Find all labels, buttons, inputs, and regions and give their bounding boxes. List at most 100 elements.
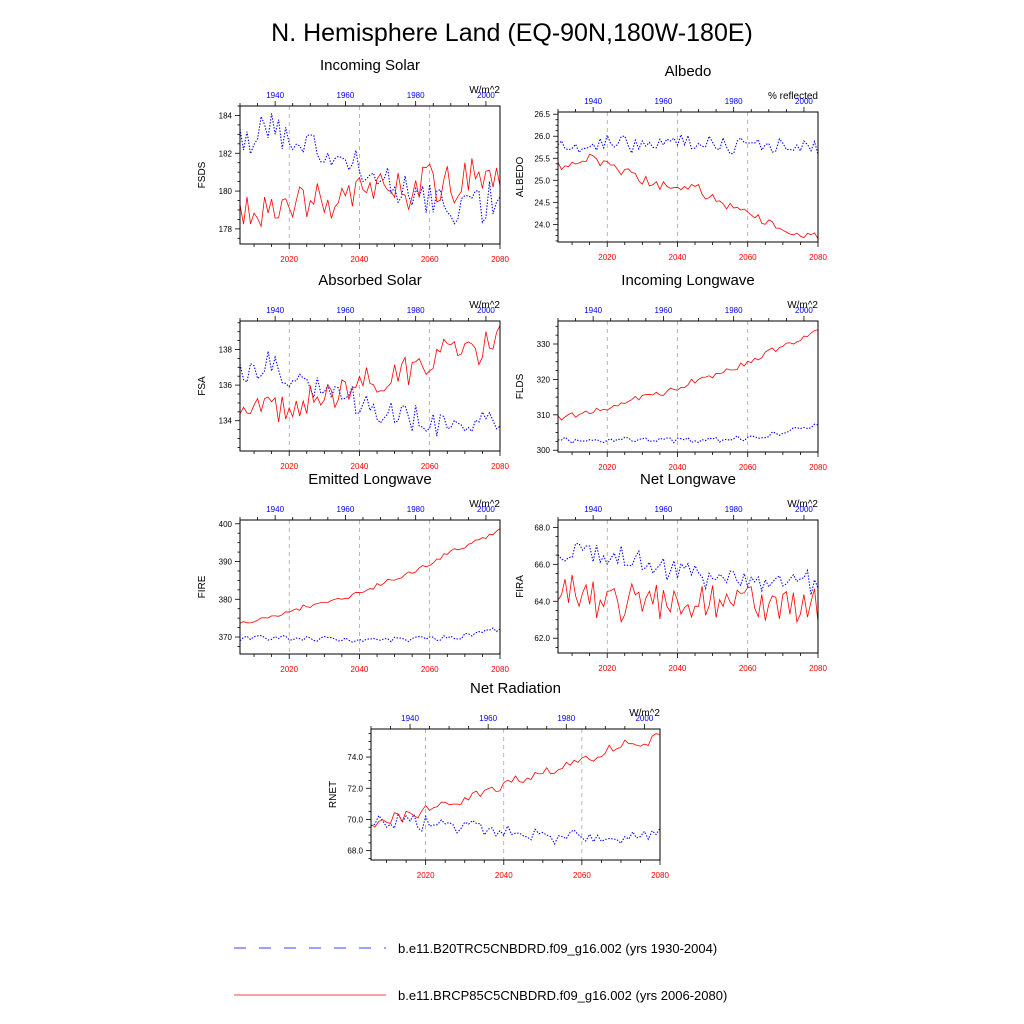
y-tick-label: 370 bbox=[219, 633, 233, 642]
panel-title: Incoming Solar bbox=[320, 57, 420, 74]
y-tick-label: 178 bbox=[219, 225, 233, 234]
series-historical-line bbox=[557, 133, 819, 155]
y-tick-label: 390 bbox=[219, 558, 233, 567]
x-top-tick-label: 1980 bbox=[407, 505, 425, 514]
x-top-tick-label: 2000 bbox=[635, 714, 653, 723]
x-bottom-tick-label: 2020 bbox=[280, 255, 298, 264]
x-bottom-tick-label: 2040 bbox=[669, 664, 687, 673]
x-top-tick-label: 1980 bbox=[557, 714, 575, 723]
x-top-tick-label: 1960 bbox=[655, 505, 673, 514]
plot-frame bbox=[557, 320, 819, 453]
y-tick-label: 320 bbox=[537, 375, 551, 384]
x-top-tick-label: 1940 bbox=[584, 505, 602, 514]
x-bottom-tick-label: 2060 bbox=[573, 871, 591, 880]
plot-frame bbox=[239, 320, 501, 452]
x-top-tick-label: 2000 bbox=[795, 97, 813, 106]
plot-frame bbox=[557, 519, 819, 654]
x-top-tick-label: 1960 bbox=[655, 97, 673, 106]
x-bottom-tick-label: 2040 bbox=[351, 665, 369, 674]
y-tick-label: 25.0 bbox=[534, 176, 550, 185]
panel-grid: Incoming Solar W/m^2 FSDS 178 180 182 184 2020 2… bbox=[197, 57, 827, 880]
x-bottom-tick-label: 2060 bbox=[421, 255, 439, 264]
legend-future-label: b.e11.BRCP85C5CNBDRD.f09_g16.002 (yrs 20… bbox=[398, 988, 727, 1003]
y-tick-label: 330 bbox=[537, 340, 551, 349]
y-tick-label: 26.0 bbox=[534, 132, 550, 141]
y-tick-label: 180 bbox=[219, 187, 233, 196]
x-bottom-tick-label: 2020 bbox=[417, 871, 435, 880]
x-top-tick-label: 1980 bbox=[725, 306, 743, 315]
x-bottom-tick-label: 2020 bbox=[598, 664, 616, 673]
x-top-tick-label: 1960 bbox=[655, 306, 673, 315]
y-tick-label: 68.0 bbox=[347, 847, 363, 856]
x-top-tick-label: 1940 bbox=[584, 97, 602, 106]
y-tick-label: 64.0 bbox=[534, 597, 550, 606]
units-label: W/m^2 bbox=[629, 708, 660, 719]
y-axis-label: RNET bbox=[328, 781, 339, 808]
panel-net-radiation: Net Radiation W/m^2 RNET 68.0 70.0 72.0 74.0 20… bbox=[328, 680, 669, 880]
y-tick-label: 24.0 bbox=[534, 220, 550, 229]
panel-title: Absorbed Solar bbox=[318, 272, 421, 289]
y-tick-label: 138 bbox=[219, 345, 233, 354]
x-top-tick-label: 1940 bbox=[401, 714, 419, 723]
plot-frame bbox=[239, 519, 501, 655]
y-tick-label: 400 bbox=[219, 520, 233, 529]
x-top-tick-label: 1960 bbox=[337, 91, 355, 100]
figure-title: N. Hemisphere Land (EQ-90N,180W-180E) bbox=[271, 19, 753, 47]
series-future-line bbox=[370, 733, 661, 828]
y-tick-label: 310 bbox=[537, 411, 551, 420]
series-future-line bbox=[557, 329, 819, 421]
plot-frame bbox=[557, 111, 819, 243]
units-label: W/m^2 bbox=[469, 499, 500, 510]
x-top-tick-label: 1960 bbox=[337, 306, 355, 315]
legend: b.e11.B20TRC5CNBDRD.f09_g16.002 (yrs 193… bbox=[234, 941, 727, 1003]
y-tick-label: 25.5 bbox=[534, 154, 550, 163]
x-top-tick-label: 1940 bbox=[584, 306, 602, 315]
x-top-tick-label: 1940 bbox=[266, 306, 284, 315]
y-tick-label: 24.5 bbox=[534, 198, 550, 207]
y-axis-label: ALBEDO bbox=[515, 156, 526, 197]
series-historical-line bbox=[239, 351, 501, 437]
series-future-line bbox=[239, 158, 501, 228]
panel-incoming-longwave: Incoming Longwave W/m^2 FLDS 300 310 320 330 20… bbox=[515, 272, 827, 472]
panel-absorbed-solar: Absorbed Solar W/m^2 FSA 134 136 138 2020 2040 2… bbox=[197, 272, 509, 471]
x-bottom-tick-label: 2060 bbox=[739, 253, 757, 262]
y-tick-label: 26.5 bbox=[534, 110, 550, 119]
y-tick-label: 72.0 bbox=[347, 784, 363, 793]
y-tick-label: 184 bbox=[219, 111, 233, 120]
x-top-tick-label: 2000 bbox=[795, 505, 813, 514]
units-label: W/m^2 bbox=[787, 300, 818, 311]
x-bottom-tick-label: 2080 bbox=[491, 462, 509, 471]
x-bottom-tick-label: 2040 bbox=[669, 463, 687, 472]
x-bottom-tick-label: 2060 bbox=[739, 463, 757, 472]
x-top-tick-label: 1980 bbox=[725, 505, 743, 514]
units-label: W/m^2 bbox=[787, 499, 818, 510]
units-label: % reflected bbox=[768, 91, 818, 102]
series-historical-line bbox=[557, 543, 819, 596]
series-future-line bbox=[239, 325, 501, 423]
x-bottom-tick-label: 2040 bbox=[351, 255, 369, 264]
y-axis-label: FIRA bbox=[515, 575, 526, 598]
panel-title: Net Longwave bbox=[640, 471, 736, 488]
x-bottom-tick-label: 2040 bbox=[351, 462, 369, 471]
x-top-tick-label: 2000 bbox=[795, 306, 813, 315]
x-top-tick-label: 1940 bbox=[266, 91, 284, 100]
panel-albedo: Albedo % reflected ALBEDO 24.0 24.5 25.0 25.5 2… bbox=[515, 63, 827, 262]
x-top-tick-label: 1980 bbox=[407, 306, 425, 315]
x-bottom-tick-label: 2080 bbox=[651, 871, 669, 880]
x-top-tick-label: 2000 bbox=[477, 505, 495, 514]
x-bottom-tick-label: 2080 bbox=[491, 255, 509, 264]
units-label: W/m^2 bbox=[469, 300, 500, 311]
x-bottom-tick-label: 2080 bbox=[809, 463, 827, 472]
x-bottom-tick-label: 2060 bbox=[421, 462, 439, 471]
x-bottom-tick-label: 2020 bbox=[598, 253, 616, 262]
series-future-line bbox=[557, 574, 819, 624]
units-label: W/m^2 bbox=[469, 85, 500, 96]
x-top-tick-label: 2000 bbox=[477, 91, 495, 100]
x-bottom-tick-label: 2060 bbox=[739, 664, 757, 673]
x-bottom-tick-label: 2020 bbox=[280, 462, 298, 471]
y-axis-label: FSDS bbox=[197, 161, 208, 188]
series-future-line bbox=[557, 153, 819, 239]
x-bottom-tick-label: 2080 bbox=[491, 665, 509, 674]
x-top-tick-label: 1980 bbox=[725, 97, 743, 106]
